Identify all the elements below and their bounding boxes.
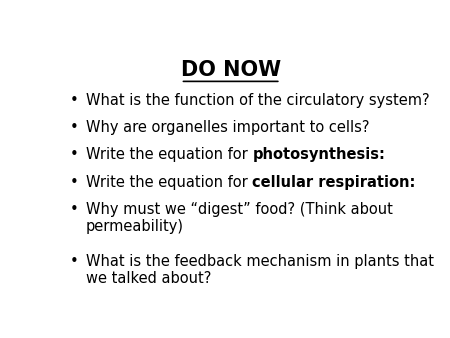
Text: Why are organelles important to cells?: Why are organelles important to cells? [86,120,369,135]
Text: photosynthesis:: photosynthesis: [252,147,385,162]
Text: Why must we “digest” food? (Think about
permeability): Why must we “digest” food? (Think about … [86,202,393,234]
Text: DO NOW: DO NOW [180,60,281,80]
Text: Write the equation for: Write the equation for [86,147,252,162]
Text: •: • [70,120,79,135]
Text: What is the function of the circulatory system?: What is the function of the circulatory … [86,93,429,107]
Text: •: • [70,254,79,269]
Text: Write the equation for: Write the equation for [86,175,252,190]
Text: •: • [70,175,79,190]
Text: cellular respiration:: cellular respiration: [252,175,416,190]
Text: •: • [70,147,79,162]
Text: •: • [70,93,79,107]
Text: •: • [70,202,79,217]
Text: What is the feedback mechanism in plants that
we talked about?: What is the feedback mechanism in plants… [86,254,434,286]
